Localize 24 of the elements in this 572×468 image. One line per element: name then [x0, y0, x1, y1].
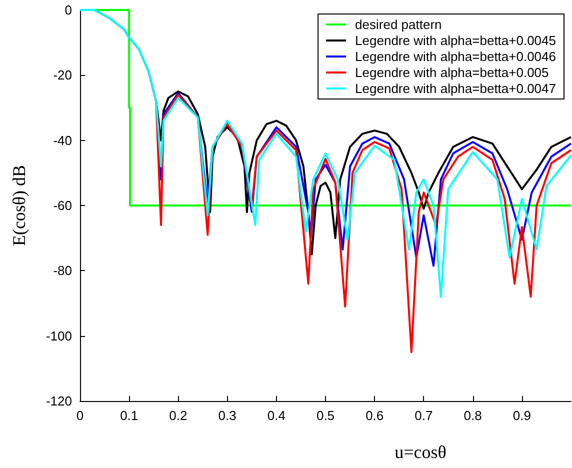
- legend-label: Legendre with alpha=betta+0.0045: [355, 33, 556, 48]
- x-tick-label: 0.9: [512, 408, 531, 423]
- y-axis-title: E(cosθ) dB: [9, 164, 29, 246]
- x-tick-label: 0.2: [169, 408, 188, 423]
- x-tick-label: 0: [76, 408, 84, 423]
- x-tick-label: 0.8: [464, 408, 482, 423]
- y-tick-label: 0: [64, 2, 72, 18]
- legend-label: Legendre with alpha=betta+0.005: [355, 65, 549, 80]
- y-tick-label: -60: [53, 198, 72, 213]
- x-tick-label: 0.6: [366, 408, 384, 423]
- x-tick-label: 0.4: [267, 408, 286, 423]
- y-tick-label: -120: [46, 394, 72, 408]
- x-tick-label: 0.3: [218, 408, 236, 423]
- y-tick-label: -80: [53, 263, 72, 278]
- legend-label: Legendre with alpha=betta+0.0047: [355, 81, 556, 96]
- legend-label: Legendre with alpha=betta+0.0046: [355, 49, 556, 64]
- x-tick-label: 0.7: [414, 408, 433, 423]
- x-axis-title: u=cosθ: [394, 442, 446, 462]
- y-tick-label: -20: [53, 68, 72, 83]
- x-tick-label: 0.1: [120, 408, 138, 423]
- y-tick-label: -40: [53, 132, 72, 148]
- legend-label: desired pattern: [355, 17, 442, 32]
- y-tick-label: -100: [46, 328, 72, 344]
- x-tick-label: 0.5: [316, 408, 335, 423]
